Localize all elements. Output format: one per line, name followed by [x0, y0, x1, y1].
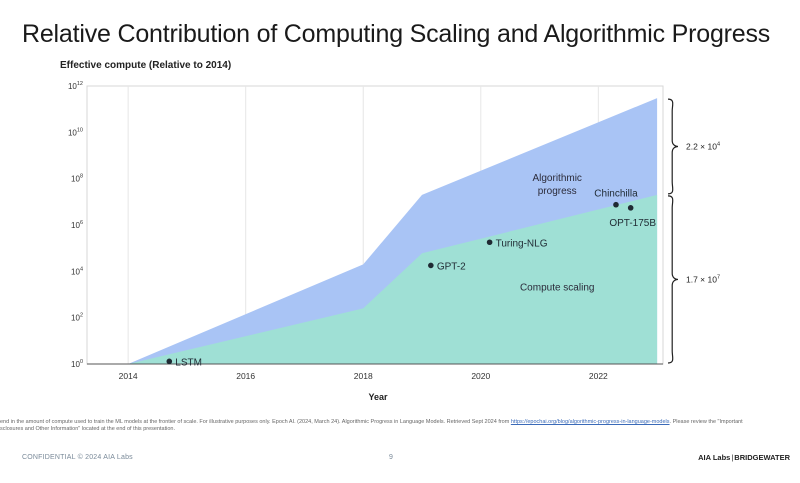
slide-footer: CONFIDENTIAL © 2024 AIA Labs 9 AIA Labs|… [0, 450, 800, 468]
x-tick-label-2016: 2016 [236, 371, 255, 381]
brand-aia: AIA Labs [698, 453, 731, 462]
x-axis-title: Year [368, 392, 388, 402]
y-tick-label-1e2: 102 [71, 313, 83, 323]
brand-logo: AIA Labs|BRIDGEWATER [698, 453, 790, 462]
point-label-turing-nlg: Turing-NLG [496, 238, 548, 249]
footnote-text: end in the amount of compute used to tra… [0, 419, 511, 425]
y-tick-label-1e10: 1010 [68, 127, 83, 137]
series-label-1: Compute scaling [520, 282, 594, 293]
bracket-label-1: 1.7 × 107 [686, 274, 720, 284]
point-label-gpt-2: GPT-2 [437, 261, 466, 272]
point-turing-nlg [486, 239, 493, 246]
y-tick-label-1e0: 100 [71, 359, 83, 369]
y-tick-label-1e6: 106 [71, 220, 83, 230]
point-label-chinchilla: Chinchilla [594, 189, 638, 200]
point-gpt-2 [428, 262, 434, 269]
page-number: 9 [389, 454, 393, 461]
point-lstm [166, 358, 173, 365]
point-chinchilla [613, 201, 619, 208]
footnote-after: . Please review the "Important [669, 419, 743, 425]
bracket-0 [667, 98, 679, 195]
point-label-lstm: LSTM [175, 357, 202, 368]
confidential-notice: CONFIDENTIAL © 2024 AIA Labs [22, 454, 133, 461]
brand-bridgewater: BRIDGEWATER [734, 453, 790, 462]
x-tick-label-2020: 2020 [471, 371, 490, 381]
y-tick-label-1e8: 108 [71, 174, 83, 184]
bracket-label-0: 2.2 × 104 [686, 141, 720, 151]
x-tick-label-2022: 2022 [589, 371, 608, 381]
y-axis-title: Effective compute (Relative to 2014) [60, 60, 232, 71]
x-tick-label-2014: 2014 [119, 371, 138, 381]
point-opt-175b [627, 205, 634, 211]
area-compute-scaling [128, 194, 658, 364]
y-tick-label-1e12: 1012 [68, 81, 83, 91]
y-tick-label-1e4: 104 [71, 266, 83, 276]
series-label-0: Algorithmic progress [532, 173, 581, 197]
chart-svg: 2014 2016 2018 2020 2022 100 102 104 106 108 1010 1… [68, 81, 720, 402]
footnote: end in the amount of compute used to tra… [0, 419, 800, 433]
point-label-opt-175b: OPT-175B [609, 218, 656, 229]
footnote-line2: sclosures and Other Information" located… [0, 426, 175, 432]
footnote-link[interactable]: https://epochai.org/blog/algorithmic-pro… [510, 419, 670, 425]
bracket-1 [667, 195, 679, 364]
brand-separator: | [731, 453, 734, 462]
slide-title: Relative Contribution of Computing Scali… [22, 20, 771, 48]
x-tick-label-2018: 2018 [354, 371, 373, 381]
